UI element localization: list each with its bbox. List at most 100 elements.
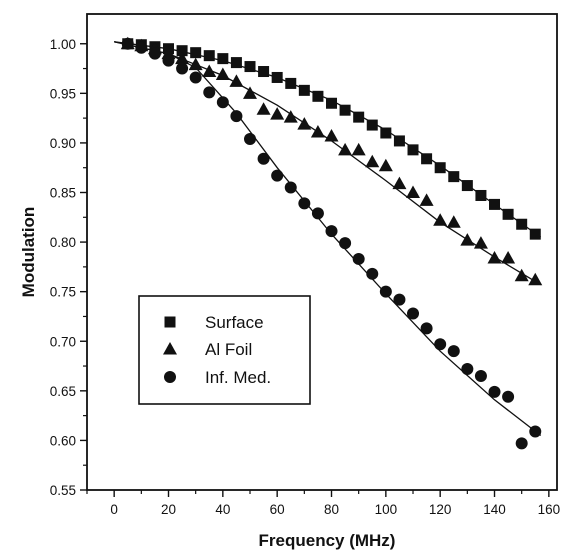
triangle-point bbox=[365, 154, 380, 168]
square-point bbox=[298, 84, 310, 96]
x-tick-label: 140 bbox=[483, 502, 506, 517]
square-point bbox=[461, 180, 473, 192]
square-point bbox=[448, 171, 460, 183]
x-tick-label: 60 bbox=[270, 502, 285, 517]
y-tick-label: 0.70 bbox=[50, 334, 76, 349]
circle-point bbox=[176, 62, 189, 75]
square-point bbox=[380, 127, 392, 139]
triangle-point bbox=[188, 57, 203, 71]
circle-point bbox=[189, 71, 202, 84]
plot-frame bbox=[86, 13, 558, 491]
circle-point bbox=[529, 425, 542, 438]
x-tick-label: 20 bbox=[161, 502, 176, 517]
triangle-point bbox=[215, 67, 230, 80]
triangle-point bbox=[283, 110, 298, 123]
circle-point bbox=[216, 96, 229, 109]
legend-marker-square bbox=[164, 316, 176, 328]
x-tick-label: 120 bbox=[429, 502, 452, 517]
circle-point bbox=[311, 207, 324, 220]
triangle-point bbox=[501, 250, 516, 264]
legend-label: Surface bbox=[205, 313, 264, 332]
square-point bbox=[190, 47, 202, 59]
circle-point bbox=[393, 293, 406, 306]
circle-point bbox=[244, 132, 257, 145]
circle-point bbox=[474, 369, 487, 382]
square-point bbox=[502, 208, 514, 220]
triangle-point bbox=[528, 272, 543, 286]
circle-point bbox=[461, 363, 474, 376]
triangle-point bbox=[433, 213, 448, 226]
triangle-point bbox=[392, 176, 407, 190]
circle-point bbox=[339, 237, 352, 250]
square-point bbox=[230, 57, 242, 69]
circle-point bbox=[447, 345, 460, 358]
square-point bbox=[366, 119, 378, 131]
triangle-point bbox=[419, 193, 434, 206]
square-point bbox=[244, 61, 256, 73]
triangle-point bbox=[256, 102, 271, 115]
triangle-point bbox=[351, 142, 366, 156]
circle-point bbox=[148, 47, 161, 60]
legend-marker-triangle bbox=[163, 342, 177, 355]
triangle-point bbox=[514, 268, 529, 282]
square-point bbox=[326, 97, 338, 109]
circle-point bbox=[515, 437, 528, 450]
y-tick-label: 0.60 bbox=[50, 433, 76, 448]
circle-point bbox=[257, 152, 270, 165]
square-point bbox=[393, 135, 405, 147]
triangle-point bbox=[324, 128, 339, 142]
triangle-point bbox=[243, 86, 258, 99]
circle-point bbox=[325, 225, 338, 238]
triangle-point bbox=[460, 233, 475, 246]
x-tick-label: 160 bbox=[538, 502, 561, 517]
square-point bbox=[285, 77, 297, 89]
legend: Surface Al Foil Inf. Med. bbox=[138, 295, 311, 405]
triangle-point bbox=[270, 107, 285, 120]
triangle-point bbox=[297, 117, 312, 130]
y-tick-label: 0.95 bbox=[50, 86, 76, 101]
square-point bbox=[271, 71, 283, 83]
y-tick-label: 0.65 bbox=[50, 384, 76, 399]
y-axis-ticks: 0.55 0.60 0.65 0.70 0.75 0.80 0.85 0.90 0.95 1.00 bbox=[50, 37, 87, 498]
square-point bbox=[529, 228, 541, 240]
circle-point bbox=[407, 307, 420, 320]
square-point bbox=[489, 198, 501, 210]
circle-point bbox=[502, 390, 515, 403]
circle-point bbox=[366, 267, 379, 280]
square-point bbox=[258, 66, 270, 78]
triangle-point bbox=[406, 185, 421, 198]
x-axis-title: Frequency (MHz) bbox=[259, 531, 396, 550]
triangle-point bbox=[378, 158, 393, 172]
triangle-point bbox=[202, 64, 217, 78]
y-axis-title: Modulation bbox=[19, 207, 38, 298]
square-point bbox=[407, 144, 419, 156]
circle-point bbox=[230, 110, 243, 123]
x-tick-label: 100 bbox=[375, 502, 398, 517]
circle-point bbox=[203, 86, 216, 99]
square-point bbox=[475, 189, 487, 201]
circle-point bbox=[298, 197, 311, 210]
y-tick-label: 0.75 bbox=[50, 285, 76, 300]
square-point bbox=[217, 53, 229, 65]
circle-point bbox=[284, 181, 297, 194]
circle-point bbox=[379, 285, 392, 298]
y-tick-label: 0.90 bbox=[50, 136, 76, 151]
triangle-point bbox=[446, 215, 461, 228]
y-tick-label: 0.80 bbox=[50, 235, 76, 250]
circle-point bbox=[420, 322, 433, 335]
x-tick-label: 80 bbox=[324, 502, 339, 517]
square-point bbox=[353, 111, 365, 123]
square-point bbox=[203, 50, 215, 62]
triangle-point bbox=[175, 51, 190, 65]
circle-point bbox=[271, 169, 284, 182]
triangle-point bbox=[338, 142, 353, 156]
square-point bbox=[516, 218, 528, 230]
circle-point bbox=[135, 41, 148, 54]
circle-point bbox=[488, 385, 501, 398]
circle-point bbox=[434, 338, 447, 351]
y-tick-label: 1.00 bbox=[50, 37, 76, 52]
x-axis-ticks: 0 20 40 60 80 100 120 140 160 bbox=[86, 490, 561, 517]
y-tick-label: 0.85 bbox=[50, 186, 76, 201]
circle-point bbox=[121, 37, 134, 50]
